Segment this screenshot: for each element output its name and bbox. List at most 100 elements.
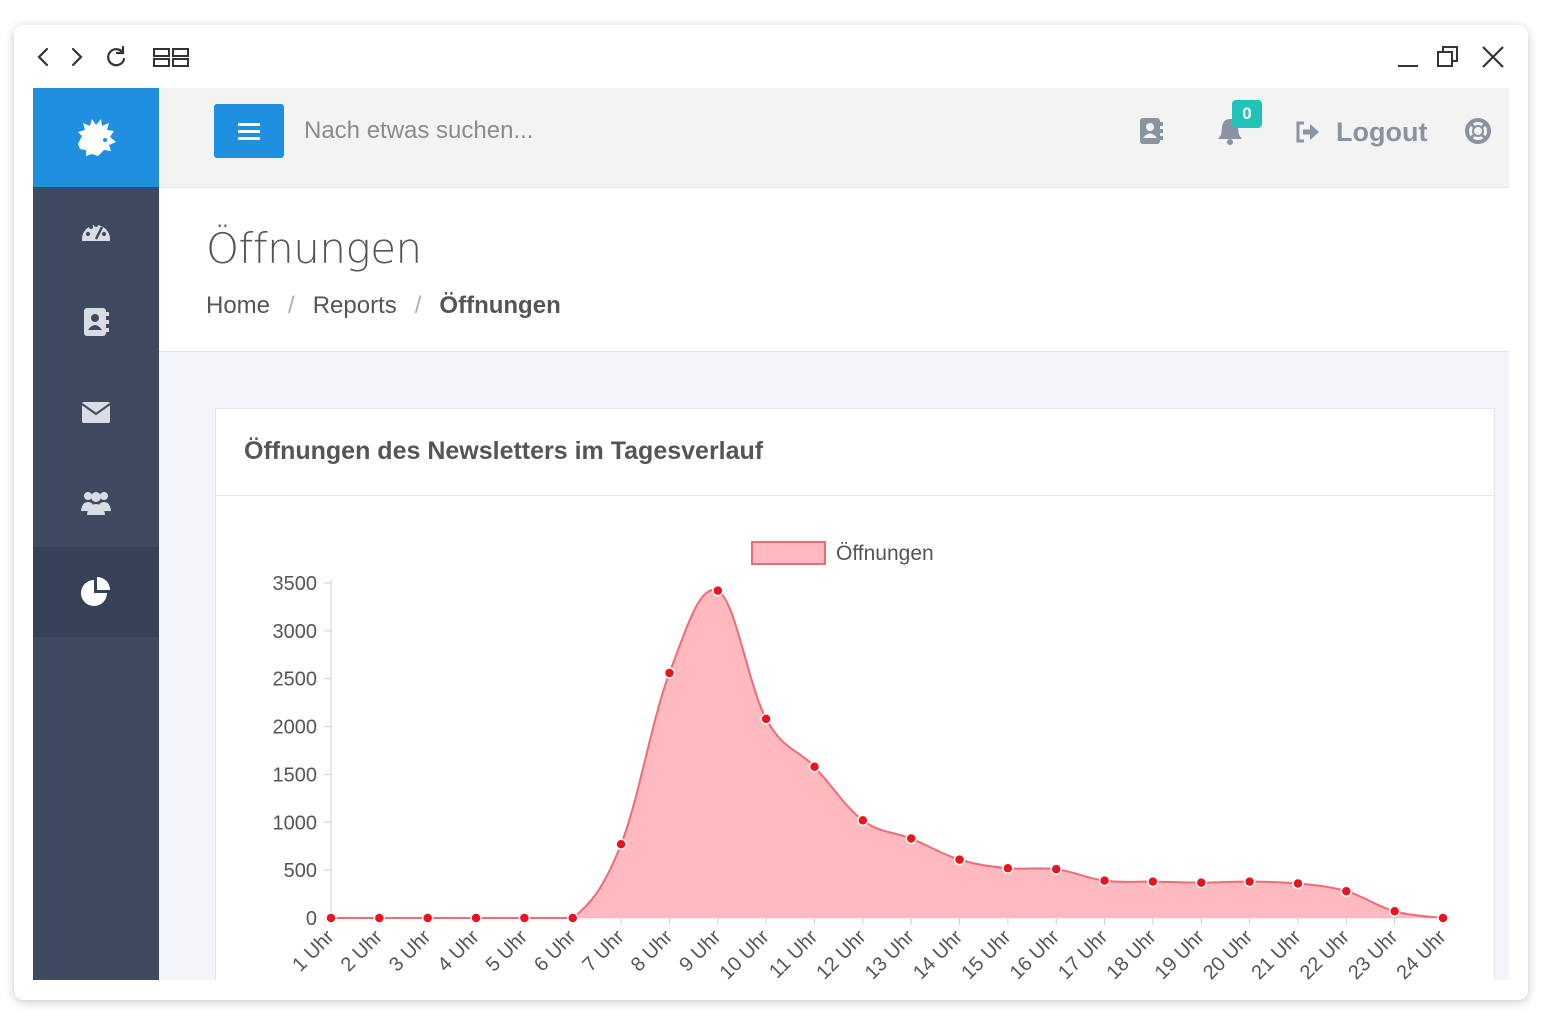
contacts-icon[interactable] [1136,116,1166,146]
data-point[interactable] [1195,876,1208,889]
data-point[interactable] [470,912,482,924]
data-point[interactable] [421,912,434,924]
x-tick-label: 13 Uhr [861,926,919,980]
x-tick-label: 17 Uhr [1054,926,1112,980]
maximize-icon[interactable] [1434,43,1462,71]
data-point[interactable] [1388,905,1401,918]
page-header: Öffnungen Home / Reports / Öffnungen [159,188,1509,352]
data-point[interactable] [712,584,724,597]
notification-count-badge: 0 [1232,100,1262,128]
app-viewport: 0 Logout Öffnungen Home / Reports / Öffn… [33,88,1509,980]
x-tick-label: 22 Uhr [1296,926,1354,980]
y-tick-label: 1000 [273,812,318,834]
y-axis: 0 500 1000 1500 2000 2500 3000 3500 [273,573,332,930]
help-lifering-icon[interactable] [1463,116,1493,146]
hamburger-icon [238,123,260,140]
card-title: Öffnungen des Newsletters im Tagesverlau… [244,437,764,465]
data-point[interactable] [1437,912,1449,924]
search-input[interactable] [304,110,904,152]
data-point[interactable] [325,912,337,924]
x-tick-label: 23 Uhr [1344,926,1402,980]
reload-icon[interactable] [102,43,130,71]
sidebar-item-groups[interactable] [33,457,159,547]
x-tick-label: 18 Uhr [1102,926,1160,980]
series-area-fill [331,589,1443,918]
users-group-icon [81,492,111,515]
breadcrumb-home[interactable]: Home [206,292,271,319]
x-tick-label: 12 Uhr [812,926,870,980]
x-tick-label: 5 Uhr [482,926,532,976]
x-tick-label: 3 Uhr [385,926,435,976]
x-tick-label: 10 Uhr [716,926,774,980]
envelope-icon [81,402,111,423]
hedgehog-logo-icon [78,118,116,156]
sidebar-item-contacts[interactable] [33,277,159,367]
breadcrumb-separator: / [288,292,295,319]
data-point[interactable] [953,853,966,866]
report-card: Öffnungen des Newsletters im Tagesverlau… [215,408,1495,980]
x-tick-label: 20 Uhr [1199,926,1257,980]
page-title: Öffnungen [206,224,422,273]
data-point[interactable] [1002,862,1014,874]
legend-swatch [751,541,826,565]
data-point[interactable] [1340,885,1353,897]
sidebar-item-newsletters[interactable] [33,367,159,457]
x-tick-label: 6 Uhr [530,926,580,976]
logo[interactable] [33,88,159,187]
data-point[interactable] [905,832,917,845]
sign-out-icon [1296,121,1319,143]
y-tick-label: 3500 [273,573,318,595]
y-tick-label: 1500 [273,764,318,786]
data-point[interactable] [857,814,869,827]
data-point[interactable] [518,912,531,924]
x-tick-label: 16 Uhr [1006,926,1064,980]
x-tick-label: 24 Uhr [1393,926,1451,980]
breadcrumb: Home / Reports / Öffnungen [206,292,561,320]
y-tick-label: 2500 [273,669,318,691]
logout-label: Logout [1336,116,1428,147]
data-point[interactable] [1243,875,1256,888]
data-point[interactable] [1098,874,1111,887]
x-tick-label: 19 Uhr [1151,926,1209,980]
chart-area: Öffnungen 0 500 1000 1500 2000 2500 3000 3500 1… [216,497,1496,980]
address-book-icon [84,308,109,336]
dashboard-gauge-icon [82,223,110,241]
data-point[interactable] [808,761,821,773]
x-tick-label: 14 Uhr [909,926,967,980]
breadcrumb-reports[interactable]: Reports [312,292,397,319]
x-tick-label: 1 Uhr [288,926,338,976]
pie-chart-icon [81,577,110,606]
breadcrumb-separator: / [414,292,422,319]
browser-window: 0 Logout Öffnungen Home / Reports / Öffn… [14,25,1528,1000]
data-point[interactable] [615,838,627,851]
data-point[interactable] [566,912,579,924]
y-tick-label: 0 [306,908,317,930]
data-point[interactable] [760,713,772,725]
y-tick-label: 2000 [273,717,318,739]
sidebar [33,88,159,980]
x-tick-label: 21 Uhr [1247,926,1305,980]
data-point[interactable] [663,667,676,679]
back-icon[interactable] [30,43,58,71]
chart-legend[interactable]: Öffnungen [751,541,934,565]
x-tick-label: 15 Uhr [957,926,1015,980]
forward-icon[interactable] [62,43,90,71]
data-point[interactable] [373,912,386,924]
minimize-icon[interactable] [1394,43,1422,71]
series-openings [325,584,1449,924]
logout-button[interactable]: Logout [1294,112,1427,152]
menu-toggle-button[interactable] [214,104,284,158]
data-point[interactable] [1147,875,1159,888]
close-icon[interactable] [1479,43,1507,71]
y-tick-label: 500 [284,860,317,882]
tabs-overview-icon[interactable] [152,43,190,71]
data-point[interactable] [1292,877,1304,890]
breadcrumb-current: Öffnungen [439,292,561,319]
x-tick-label: 11 Uhr [765,926,822,980]
openings-area-chart: Öffnungen 0 500 1000 1500 2000 2500 3000 3500 1… [273,541,1451,980]
sidebar-item-dashboard[interactable] [33,187,159,277]
y-tick-label: 3000 [273,621,318,643]
sidebar-item-reports[interactable] [33,547,159,637]
data-point[interactable] [1050,863,1062,875]
